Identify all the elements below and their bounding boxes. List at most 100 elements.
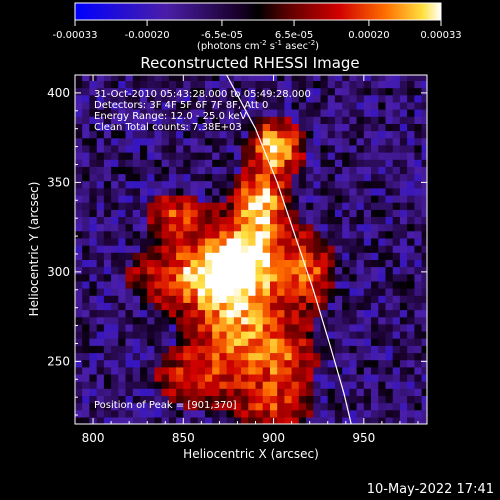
- heatmap-cell: [277, 202, 285, 210]
- heatmap-cell: [233, 302, 242, 311]
- heatmap-cell: [75, 130, 83, 139]
- heatmap-cell: [168, 352, 177, 361]
- heatmap-cell: [226, 273, 235, 282]
- heatmap-cell: [248, 123, 257, 132]
- heatmap-cell: [161, 345, 170, 354]
- heatmap-cell: [183, 330, 192, 339]
- heatmap-cell: [392, 209, 401, 217]
- heatmap-cell: [327, 409, 336, 418]
- heatmap-cell: [82, 359, 90, 368]
- heatmap-cell: [219, 159, 228, 167]
- heatmap-cell: [241, 316, 249, 325]
- heatmap-cell: [125, 345, 134, 354]
- heatmap-cell: [161, 323, 170, 332]
- heatmap-cell: [262, 194, 271, 203]
- heatmap-cell: [349, 209, 358, 217]
- heatmap-cell: [154, 152, 163, 160]
- heatmap-cell: [233, 352, 242, 361]
- heatmap-cell: [320, 173, 329, 182]
- heatmap-cell: [118, 75, 127, 81]
- heatmap-cell: [313, 373, 322, 382]
- heatmap-cell: [96, 366, 105, 375]
- heatmap-cell: [111, 316, 119, 325]
- heatmap-cell: [176, 366, 184, 375]
- heatmap-cell: [197, 338, 206, 346]
- heatmap-cell: [407, 194, 415, 203]
- heatmap-cell: [421, 245, 427, 253]
- heatmap-cell: [313, 166, 322, 175]
- heatmap-cell: [298, 266, 307, 275]
- heatmap-cell: [147, 416, 155, 424]
- heatmap-cell: [291, 381, 300, 389]
- heatmap-cell: [89, 87, 98, 96]
- heatmap-cell: [205, 194, 213, 203]
- heatmap-cell: [363, 152, 372, 160]
- heatmap-cell: [270, 409, 278, 418]
- heatmap-cell: [270, 395, 278, 404]
- heatmap-cell: [334, 209, 343, 217]
- heatmap-cell: [111, 130, 119, 139]
- heatmap-cell: [176, 416, 184, 424]
- heatmap-cell: [363, 80, 372, 89]
- heatmap-cell: [327, 109, 336, 117]
- heatmap-cell: [414, 245, 423, 253]
- heatmap-cell: [277, 309, 285, 318]
- heatmap-cell: [399, 352, 408, 361]
- heatmap-cell: [392, 338, 401, 346]
- heatmap-cell: [140, 94, 148, 103]
- heatmap-cell: [103, 295, 112, 303]
- heatmap-cell: [111, 288, 119, 296]
- heatmap-cell: [392, 101, 401, 110]
- heatmap-cell: [205, 187, 213, 196]
- heatmap-cell: [306, 101, 314, 110]
- heatmap-cell: [89, 280, 98, 289]
- heatmap-cell: [219, 80, 228, 89]
- heatmap-cell: [320, 180, 329, 189]
- heatmap-cell: [219, 316, 228, 325]
- heatmap-cell: [421, 116, 427, 124]
- heatmap-cell: [248, 252, 257, 260]
- heatmap-cell: [140, 152, 148, 160]
- heatmap-cell: [118, 123, 127, 132]
- heatmap-cell: [205, 366, 213, 375]
- heatmap-cell: [270, 359, 278, 368]
- heatmap-cell: [270, 202, 278, 210]
- heatmap-cell: [132, 359, 141, 368]
- heatmap-cell: [233, 123, 242, 132]
- heatmap-cell: [161, 252, 170, 260]
- heatmap-cell: [190, 94, 199, 103]
- heatmap-cell: [327, 159, 336, 167]
- heatmap-cell: [277, 75, 285, 81]
- heatmap-cell: [219, 216, 228, 225]
- heatmap-cell: [342, 309, 350, 318]
- heatmap-cell: [414, 352, 423, 361]
- heatmap-cell: [298, 302, 307, 311]
- heatmap-cell: [219, 366, 228, 375]
- annotation-clean-counts: Clean Total counts: 7.38E+03: [94, 122, 242, 133]
- heatmap-cell: [103, 101, 112, 110]
- heatmap-cell: [262, 366, 271, 375]
- heatmap-cell: [399, 330, 408, 339]
- heatmap-cell: [154, 388, 163, 396]
- heatmap-cell: [147, 116, 155, 124]
- heatmap-cell: [168, 388, 177, 396]
- heatmap-cell: [190, 252, 199, 260]
- heatmap-cell: [183, 338, 192, 346]
- heatmap-cell: [313, 273, 322, 282]
- heatmap-cell: [82, 137, 90, 146]
- heatmap-cell: [140, 144, 148, 153]
- heatmap-cell: [356, 230, 365, 239]
- heatmap-cell: [183, 180, 192, 189]
- heatmap-cell: [327, 209, 336, 217]
- heatmap-cell: [414, 194, 423, 203]
- heatmap-cell: [284, 416, 293, 424]
- heatmap-cell: [212, 280, 220, 289]
- heatmap-cell: [363, 194, 372, 203]
- heatmap-cell: [298, 252, 307, 260]
- heatmap-cell: [320, 302, 329, 311]
- heatmap-cell: [248, 345, 257, 354]
- heatmap-cell: [161, 80, 170, 89]
- heatmap-cell: [371, 352, 379, 361]
- heatmap-cell: [118, 259, 127, 268]
- heatmap-cell: [176, 130, 184, 139]
